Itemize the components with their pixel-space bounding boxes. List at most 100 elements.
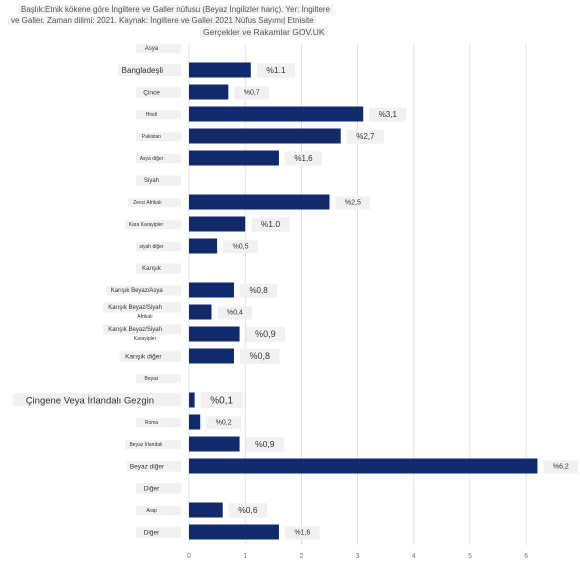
x-tick-label: 6	[524, 553, 528, 560]
bar	[189, 216, 246, 232]
value-label-bg	[217, 306, 253, 320]
category-label-bg	[136, 132, 181, 142]
category-label: Roma	[145, 420, 159, 426]
value-label: %1,6	[294, 529, 310, 536]
bar	[189, 436, 240, 452]
value-label-bg	[245, 326, 286, 342]
category-label-bg	[136, 242, 181, 252]
value-label: %0,7	[244, 89, 260, 96]
value-label: %0,9	[255, 329, 276, 339]
category-label-bg	[136, 527, 181, 538]
value-label-bg	[200, 392, 243, 408]
value-label: %2,5	[345, 199, 361, 206]
category-label: Diğer	[144, 485, 160, 492]
category-sublabel: Afrikalı	[137, 314, 152, 320]
category-label: Hindi	[146, 112, 157, 118]
value-label: %0,9	[255, 439, 275, 449]
value-label-bg	[223, 240, 258, 254]
bar	[189, 392, 195, 408]
category-label: Siyah	[144, 178, 159, 184]
category-label-bg	[103, 302, 181, 313]
value-label: %3,1	[379, 110, 398, 119]
category-label-bg	[126, 461, 181, 472]
category-label: Beyaz diğer	[130, 463, 165, 470]
value-label-bg	[245, 437, 284, 452]
chart-title-line-1: Başlık:Etnik kökene göre İngiltere ve Ga…	[18, 5, 334, 14]
value-label-bg	[234, 86, 270, 100]
value-label: %2,7	[356, 132, 375, 141]
bar	[189, 238, 218, 254]
category-label: Karışık diğer	[125, 353, 162, 360]
category-label-bg	[103, 324, 181, 335]
category-label: Beyaz İrlandalı	[129, 441, 162, 448]
value-label: %6,2	[553, 463, 569, 470]
category-label-bg	[136, 483, 181, 494]
category-label: Karışık	[142, 266, 162, 272]
value-label-bg	[284, 151, 323, 166]
bar	[189, 326, 240, 342]
category-label-bg	[136, 506, 181, 516]
category-label-bg	[136, 87, 181, 98]
bar	[189, 194, 330, 210]
category-label: Karışık Beyaz/Siyah	[108, 327, 162, 333]
bar	[189, 458, 538, 474]
value-label-bg	[369, 107, 407, 122]
chart-title-line-2: ve Galler. Zaman dilimi: 2021. Kaynak: İ…	[8, 16, 317, 25]
value-label: %0,8	[249, 286, 268, 295]
value-label-bg	[206, 416, 242, 430]
value-label: %0,2	[216, 419, 232, 426]
value-label-bg	[284, 526, 320, 540]
category-label: Asya	[145, 46, 159, 52]
category-label-bg	[136, 374, 181, 384]
value-label-bg	[346, 129, 384, 144]
bar	[189, 84, 229, 100]
category-label-bg	[106, 285, 181, 296]
value-label: %0,6	[238, 505, 258, 515]
x-tick-label: 2	[299, 553, 303, 560]
category-label: Zenci Afrikalı	[133, 200, 162, 206]
bar	[189, 106, 364, 122]
value-label-bg	[543, 460, 579, 474]
value-label: %1.0	[261, 219, 281, 229]
value-label-bg	[256, 63, 296, 78]
x-tick-label: 3	[356, 553, 360, 560]
category-label: Bangladeşli	[122, 66, 164, 75]
bar	[189, 414, 201, 430]
category-label-bg	[136, 43, 181, 54]
category-label: Kara Karayipler	[129, 222, 164, 228]
bar	[189, 150, 279, 166]
x-tick-label: 5	[468, 553, 472, 560]
x-tick-label: 4	[412, 553, 416, 560]
category-label: Asya diğer	[140, 156, 164, 162]
value-label-bg	[335, 196, 371, 210]
category-label-bg	[127, 198, 181, 208]
category-label: Çingene Veya İrlandalı Gezgin	[26, 395, 154, 406]
category-label: siyah diğer	[139, 244, 164, 250]
bar	[189, 348, 234, 364]
x-tick-label: 1	[243, 553, 247, 560]
x-tick-label: 0	[187, 553, 191, 560]
value-label-bg	[228, 503, 268, 518]
category-label-bg	[12, 392, 181, 407]
value-label: %0,8	[250, 351, 271, 361]
category-label: Arap	[146, 508, 157, 514]
category-label: Diğer	[144, 529, 160, 536]
value-label-bg	[239, 283, 278, 298]
category-label: Karışık Beyaz/Asya	[111, 288, 164, 294]
value-label: %0,4	[227, 309, 243, 316]
bar	[189, 128, 341, 144]
category-label-bg	[117, 64, 181, 76]
category-label-bg	[119, 351, 181, 362]
category-label: Beyaz	[145, 376, 159, 382]
bar	[189, 282, 234, 298]
bar	[189, 62, 251, 78]
bar	[189, 524, 279, 540]
category-label: Karışık Beyaz/Siyah	[108, 305, 162, 311]
category-label-bg	[136, 175, 181, 186]
bar	[189, 502, 223, 518]
value-label: %0,1	[210, 396, 233, 407]
category-label-bg	[136, 154, 181, 164]
chart-title-line-3: Gerçekler ve Rakamlar GOV.UK	[200, 27, 328, 37]
category-label: Pakistan	[142, 134, 161, 140]
